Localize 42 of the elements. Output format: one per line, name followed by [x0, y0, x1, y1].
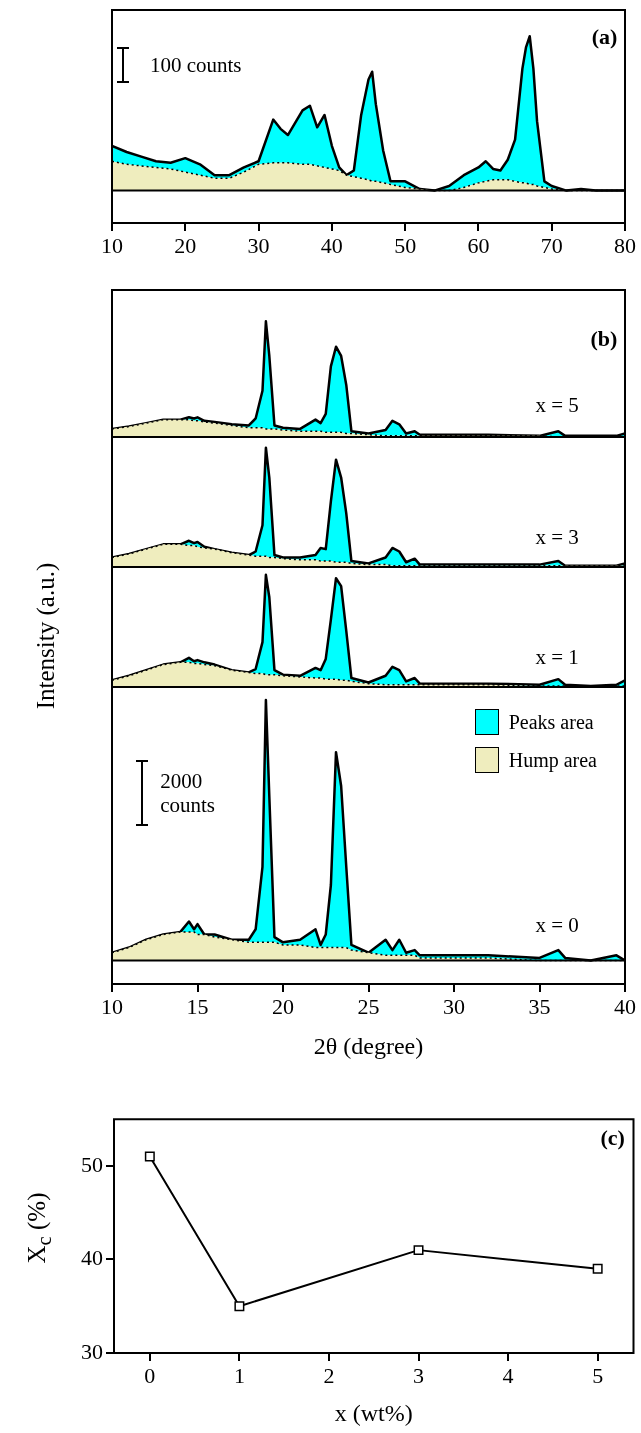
point — [234, 1301, 245, 1312]
annotation: 100 counts — [149, 52, 242, 77]
x-tick-label: 15 — [186, 993, 209, 1019]
y-tick-label: 40 — [81, 1245, 103, 1271]
x-axis-title: x (wt%) — [334, 1399, 413, 1426]
x-tick-label: 60 — [467, 232, 490, 258]
x-tick-label: 30 — [247, 232, 270, 258]
x-tick-label: 50 — [394, 232, 417, 258]
legend-label: Hump area — [508, 748, 597, 772]
x-tick-label: 1 — [233, 1362, 245, 1388]
point — [144, 1151, 155, 1162]
x-tick-label: 20 — [272, 993, 294, 1019]
x-tick-label: 35 — [528, 993, 551, 1019]
y-axis-title: Intensity (a.u.) — [32, 562, 60, 709]
annotation: x = 5 — [535, 392, 579, 417]
legend-label: Peaks area — [508, 710, 594, 734]
annotation: (c) — [600, 1125, 625, 1151]
x-tick-label: 30 — [443, 993, 465, 1019]
x-tick-label: 10 — [101, 232, 123, 258]
annotation: (a) — [591, 24, 618, 50]
annotation: 2000 counts — [160, 768, 217, 817]
annotation: x = 1 — [535, 644, 579, 670]
x-tick-label: 70 — [540, 232, 563, 258]
x-tick-label: 80 — [614, 232, 636, 258]
x-tick-label: 4 — [502, 1362, 514, 1388]
y-tick-label: 30 — [81, 1338, 103, 1364]
x-tick-label: 10 — [101, 993, 123, 1019]
point — [413, 1245, 424, 1256]
annotation: (b) — [590, 325, 618, 352]
annotation: x = 3 — [535, 525, 579, 550]
x-tick-label: 0 — [144, 1362, 156, 1388]
x-tick-label: 20 — [174, 232, 197, 258]
x-tick-label: 40 — [614, 993, 636, 1019]
x-axis-title: 2θ (degree) — [313, 1032, 424, 1059]
x-tick-label: 40 — [320, 232, 343, 258]
y-tick-label: 50 — [81, 1151, 103, 1177]
x-tick-label: 3 — [413, 1362, 425, 1388]
annotation: x = 0 — [535, 913, 579, 938]
point — [592, 1263, 603, 1274]
x-tick-label: 5 — [592, 1362, 604, 1388]
x-tick-label: 25 — [357, 993, 380, 1019]
x-tick-label: 2 — [323, 1362, 335, 1388]
